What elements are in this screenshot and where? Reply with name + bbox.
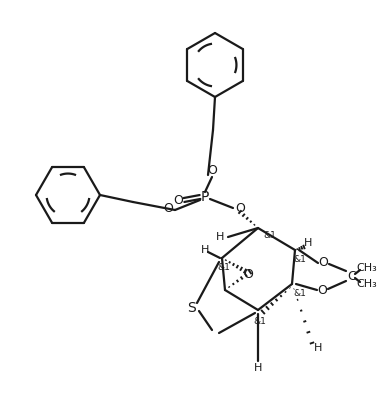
Text: H: H [314,343,322,353]
Text: &1: &1 [218,263,230,272]
Text: H: H [201,245,209,255]
Text: O: O [317,285,327,297]
Text: O: O [173,193,183,206]
Text: CH₃: CH₃ [356,263,378,273]
Text: H: H [254,363,262,373]
Text: CH₃: CH₃ [356,279,378,289]
Text: O: O [318,255,328,268]
Text: &1: &1 [294,255,307,265]
Text: C: C [347,270,356,282]
Text: O: O [243,268,253,282]
Text: O: O [163,201,173,215]
Text: O: O [207,164,217,178]
Text: O: O [235,201,245,215]
Text: H: H [304,238,312,248]
Text: S: S [188,301,197,315]
Text: &1: &1 [294,290,307,299]
Text: H: H [216,232,224,242]
Text: &1: &1 [254,317,266,327]
Text: P: P [201,190,209,204]
Text: &1: &1 [264,231,277,240]
